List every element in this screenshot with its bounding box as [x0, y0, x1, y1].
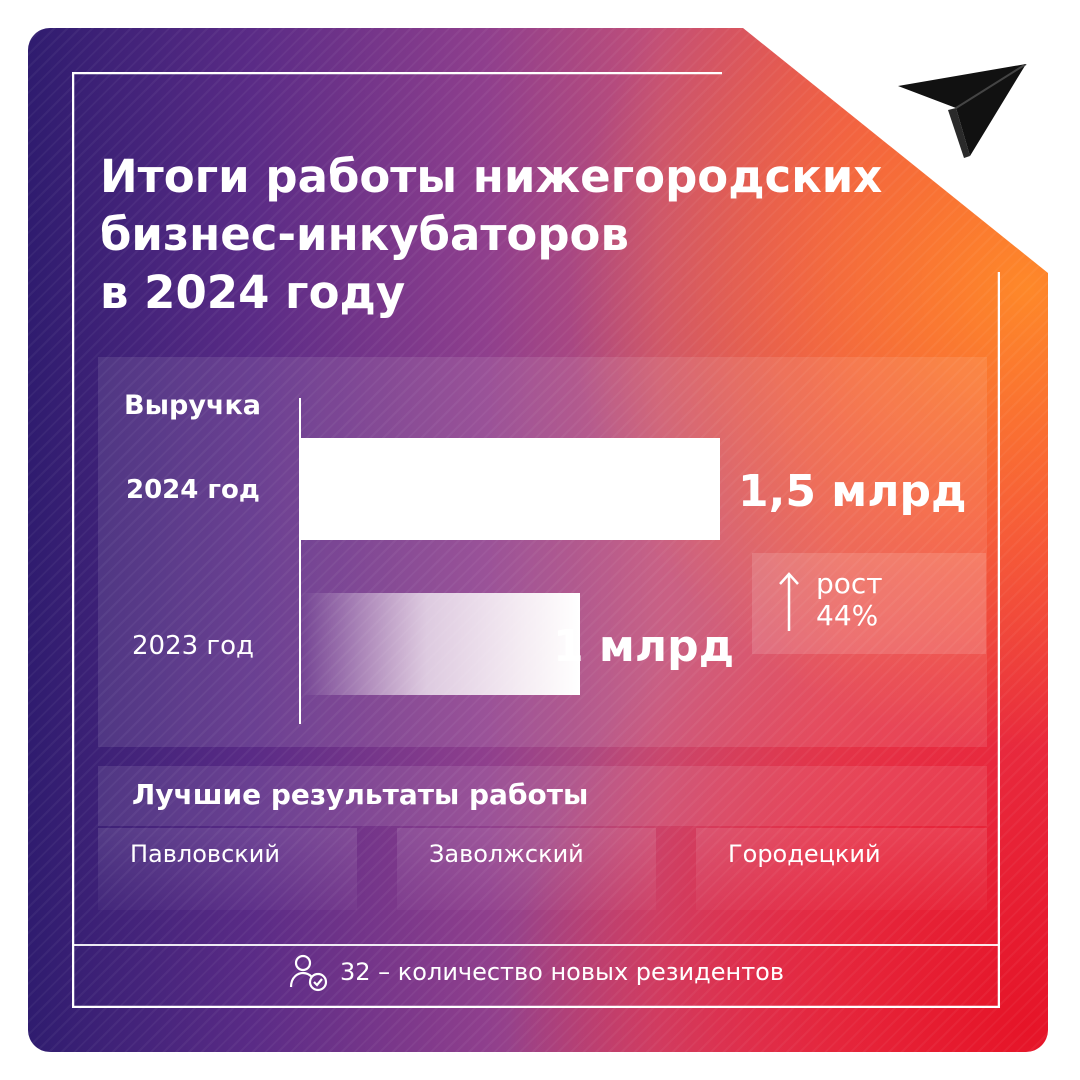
value-label-2024: 1,5 млрд: [738, 466, 967, 517]
best-results-title: Лучшие результаты работы: [132, 778, 589, 811]
best-item-1: Павловский: [98, 828, 357, 910]
title-line-3: в 2024 году: [100, 266, 406, 319]
page-title: Итоги работы нижегородских бизнес-инкуба…: [100, 148, 940, 322]
value-label-2023: 1 млрд: [553, 621, 735, 672]
title-line-1: Итоги работы нижегородских: [100, 150, 883, 203]
title-line-2: бизнес-инкубаторов: [100, 208, 629, 261]
white-frame: [72, 72, 1000, 1008]
paper-plane-logo: [898, 64, 1027, 158]
category-label-2024: 2024 год: [126, 475, 260, 505]
background-card: [28, 28, 1048, 1052]
growth-percent: 44%: [816, 599, 879, 632]
best-results-header: [98, 766, 987, 826]
best-item-2: Заволжский: [397, 828, 656, 910]
bar-2023: [301, 593, 580, 695]
footer: 32 – количество новых резидентов: [288, 953, 784, 993]
best-item-3: Городецкий: [696, 828, 987, 910]
chart-title: Выручка: [124, 390, 262, 421]
bar-2024: [301, 438, 720, 540]
chart-axis: [299, 398, 301, 724]
growth-text: рост 44%: [816, 568, 883, 632]
growth-word: рост: [816, 567, 883, 600]
category-label-2023: 2023 год: [132, 631, 254, 661]
growth-badge: [752, 553, 986, 654]
best-item-label: Городецкий: [728, 840, 881, 868]
footer-text: 32 – количество новых резидентов: [340, 958, 785, 986]
user-check-icon: [289, 954, 328, 992]
best-item-label: Павловский: [130, 840, 280, 868]
best-item-label: Заволжский: [429, 840, 584, 868]
footer-divider: [72, 944, 1000, 946]
arrow-up-icon: [779, 572, 799, 631]
